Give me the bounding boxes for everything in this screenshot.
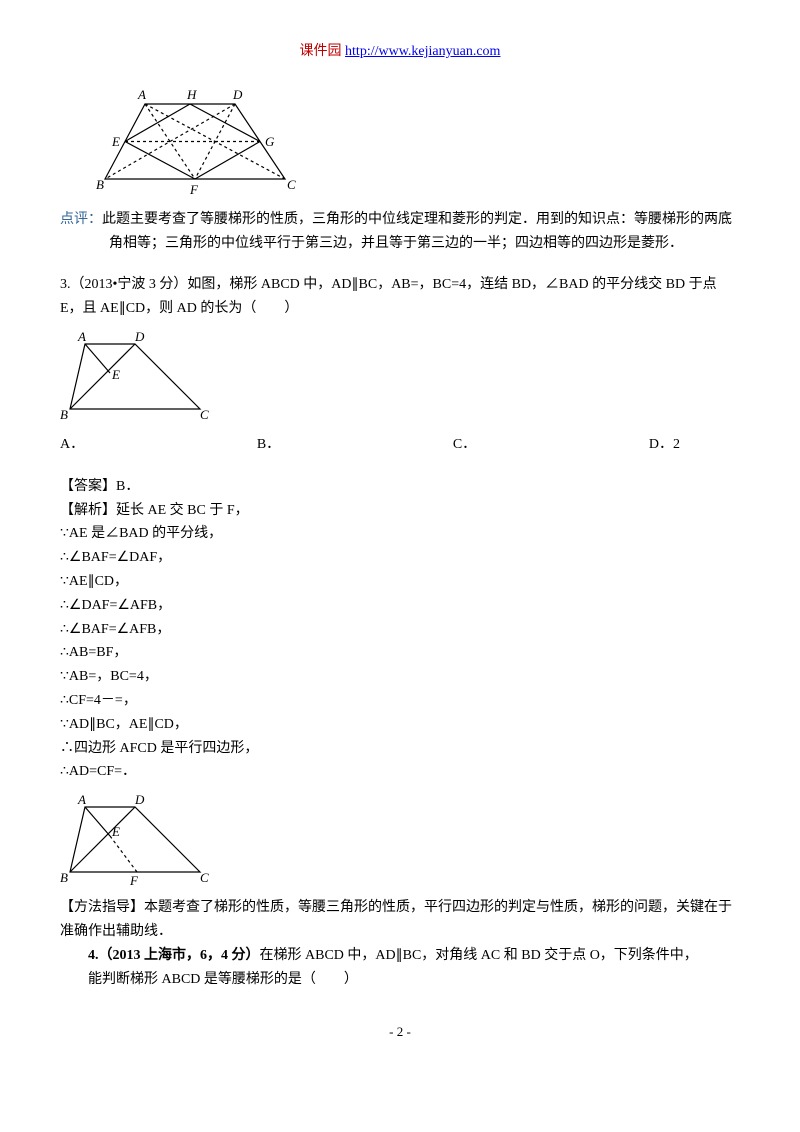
comment-text: 此题主要考查了等腰梯形的性质，三角形的中位线定理和菱形的判定．用到的知识点：等腰… — [102, 212, 732, 251]
svg-text:D: D — [134, 329, 145, 344]
proof-line: ∵AE∥CD， — [60, 570, 740, 594]
svg-text:A: A — [137, 87, 146, 102]
svg-text:H: H — [186, 87, 197, 102]
proof-line: ∴∠BAF=∠DAF， — [60, 546, 740, 570]
proof-line: ∴∠BAF=∠AFB， — [60, 618, 740, 642]
svg-text:B: B — [96, 177, 104, 192]
proof-line: ∴AD=CF=． — [60, 760, 740, 784]
trapezoid-with-f-diagram: A D E B F C — [60, 792, 220, 892]
q3-stem: 3.（2013•宁波 3 分）如图，梯形 ABCD 中，AD∥BC，AB=，BC… — [60, 273, 740, 321]
page-number: - 2 - — [60, 1021, 740, 1043]
q3-options: A． B． C． D．2 — [60, 433, 740, 457]
site-link[interactable]: http://www.kejianyuan.com — [345, 44, 500, 59]
option-d: D．2 — [649, 433, 680, 457]
svg-text:B: B — [60, 870, 68, 885]
svg-text:G: G — [265, 134, 275, 149]
svg-text:E: E — [111, 134, 120, 149]
q4-stem-line1: 4.（2013 上海市，6，4 分）在梯形 ABCD 中，AD∥BC，对角线 A… — [60, 944, 740, 968]
svg-text:C: C — [287, 177, 296, 192]
proof-line: ∵AD∥BC，AE∥CD， — [60, 713, 740, 737]
svg-text:E: E — [111, 367, 120, 382]
proof-line: ∵AB=，BC=4， — [60, 665, 740, 689]
svg-text:E: E — [111, 824, 120, 839]
comment-block: 点评：此题主要考查了等腰梯形的性质，三角形的中位线定理和菱形的判定．用到的知识点… — [60, 208, 740, 256]
comment-label: 点评： — [60, 212, 102, 227]
proof-line: ∴AB=BF， — [60, 641, 740, 665]
svg-text:B: B — [60, 407, 68, 422]
proof-line: ∵AE 是∠BAD 的平分线， — [60, 522, 740, 546]
svg-text:A: A — [77, 329, 86, 344]
svg-text:D: D — [232, 87, 243, 102]
svg-text:A: A — [77, 792, 86, 807]
option-c: C． — [453, 433, 476, 457]
answer-line: 【答案】B． — [60, 475, 740, 499]
proof-line: ∴∠DAF=∠AFB， — [60, 594, 740, 618]
proof-line: ∴CF=4－=， — [60, 689, 740, 713]
svg-text:F: F — [129, 873, 139, 888]
proof-line: ∴四边形 AFCD 是平行四边形， — [60, 737, 740, 761]
svg-text:C: C — [200, 870, 209, 885]
page-header: 课件园 http://www.kejianyuan.com — [60, 40, 740, 64]
explain-first: 【解析】延长 AE 交 BC 于 F， — [60, 499, 740, 523]
option-b: B． — [257, 433, 280, 457]
svg-text:C: C — [200, 407, 209, 422]
method-block: 【方法指导】本题考查了梯形的性质，等腰三角形的性质，平行四边形的判定与性质，梯形… — [60, 896, 740, 944]
svg-text:D: D — [134, 792, 145, 807]
trapezoid-abcd-diagram: A D E B C — [60, 329, 220, 429]
trapezoid-efgh-diagram: A H D E G B F C — [90, 84, 310, 204]
option-a: A． — [60, 433, 84, 457]
svg-text:F: F — [189, 182, 199, 197]
q4-stem-line2: 能判断梯形 ABCD 是等腰梯形的是（ ） — [60, 968, 740, 992]
brand-text: 课件园 — [300, 44, 342, 59]
